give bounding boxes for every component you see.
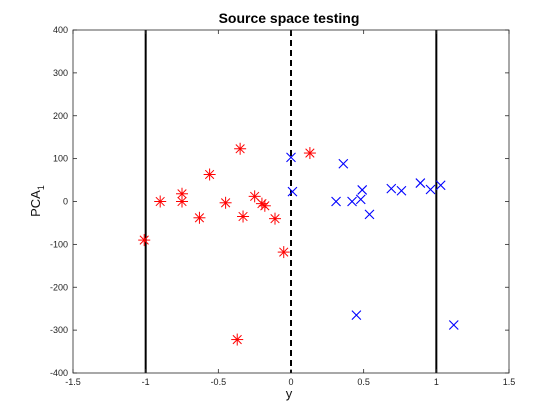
- y-tick-label: -300: [50, 325, 68, 335]
- red-asterisk-point: [176, 195, 188, 208]
- vertical-lines: [144, 30, 438, 373]
- blue-x-point: [364, 209, 375, 220]
- blue-x-point: [338, 158, 349, 169]
- asterisk-stroke: [260, 201, 270, 211]
- blue-x-point: [386, 183, 397, 194]
- blue-x-point: [355, 194, 366, 205]
- y-tick-label: -100: [50, 239, 68, 249]
- y-tick-label: 400: [53, 25, 68, 35]
- x-tick-label: 1.5: [503, 377, 516, 387]
- x-tick-label: -1: [142, 377, 150, 387]
- asterisk-stroke: [177, 196, 187, 207]
- x-stroke: [386, 183, 397, 194]
- x-axis-title: y: [286, 386, 293, 401]
- asterisk-stroke: [155, 196, 165, 207]
- x-stroke: [287, 186, 298, 197]
- y-tick-label: 200: [53, 111, 68, 121]
- data-points: [138, 142, 459, 346]
- asterisk-stroke: [139, 235, 149, 245]
- red-asterisk-point: [248, 190, 261, 203]
- red-asterisk-point: [277, 246, 290, 259]
- y-axis-title-main: PCA: [28, 190, 43, 217]
- y-axis-title-subscript: 1: [36, 185, 46, 190]
- x-stroke: [415, 178, 426, 188]
- x-stroke: [435, 180, 446, 191]
- x-stroke: [364, 209, 375, 220]
- red-asterisk-point: [255, 197, 268, 210]
- blue-x-point: [435, 180, 446, 191]
- y-tick-label: -400: [50, 368, 68, 378]
- asterisk-stroke: [194, 213, 205, 223]
- x-stroke: [331, 196, 341, 207]
- red-asterisk-point: [219, 196, 232, 209]
- asterisk-stroke: [279, 247, 289, 257]
- red-asterisk-point: [269, 212, 282, 225]
- red-asterisk-point: [258, 199, 271, 212]
- asterisk-stroke: [250, 191, 260, 202]
- x-tick-label: 0: [288, 377, 293, 387]
- red-asterisk-point: [234, 142, 247, 155]
- y-tick-label: 300: [53, 68, 68, 78]
- x-stroke: [286, 152, 296, 163]
- y-tick-label: -200: [50, 282, 68, 292]
- blue-x-point: [396, 185, 407, 196]
- x-stroke: [355, 194, 366, 205]
- x-tick-label: -1.5: [65, 377, 81, 387]
- red-asterisk-point: [231, 333, 244, 346]
- asterisk-stroke: [204, 169, 215, 180]
- red-asterisk-point: [138, 234, 151, 247]
- asterisk-stroke: [177, 189, 187, 199]
- blue-x-point: [347, 196, 357, 207]
- asterisk-stroke: [238, 211, 248, 222]
- red-asterisk-point: [303, 147, 316, 160]
- x-stroke: [448, 320, 459, 330]
- x-stroke: [357, 185, 368, 195]
- red-asterisk-point: [237, 210, 250, 223]
- blue-x-point: [286, 152, 296, 163]
- blue-x-point: [351, 310, 362, 321]
- x-stroke: [425, 184, 436, 195]
- blue-x-point: [357, 185, 368, 195]
- y-axis-title: PCA1: [28, 185, 46, 217]
- x-stroke: [351, 310, 362, 321]
- x-stroke: [338, 158, 349, 169]
- x-stroke: [396, 185, 407, 196]
- asterisk-stroke: [270, 213, 280, 224]
- x-tick-label: -0.5: [211, 377, 227, 387]
- x-tick-label: 1: [434, 377, 439, 387]
- blue-x-point: [425, 184, 436, 195]
- blue-x-point: [448, 320, 459, 330]
- y-tick-label: 0: [63, 197, 68, 207]
- asterisk-stroke: [232, 334, 242, 345]
- x-tick-label: 0.5: [357, 377, 370, 387]
- red-asterisk-point: [154, 195, 167, 208]
- y-tick-label: 100: [53, 154, 68, 164]
- blue-x-point: [287, 186, 298, 197]
- asterisk-stroke: [220, 198, 231, 208]
- blue-x-point: [331, 196, 341, 207]
- red-asterisk-point: [203, 168, 216, 181]
- blue-x-point: [415, 178, 426, 188]
- x-stroke: [347, 196, 357, 207]
- chart-title: Source space testing: [219, 10, 360, 26]
- red-asterisk-point: [193, 211, 206, 224]
- axis-ticks: -1.5 -1 -0.5 0 0.5 1 1.5 -400 -300 -200 -100 0 100 20…: [50, 25, 515, 387]
- asterisk-stroke: [305, 148, 315, 158]
- asterisk-stroke: [235, 144, 245, 154]
